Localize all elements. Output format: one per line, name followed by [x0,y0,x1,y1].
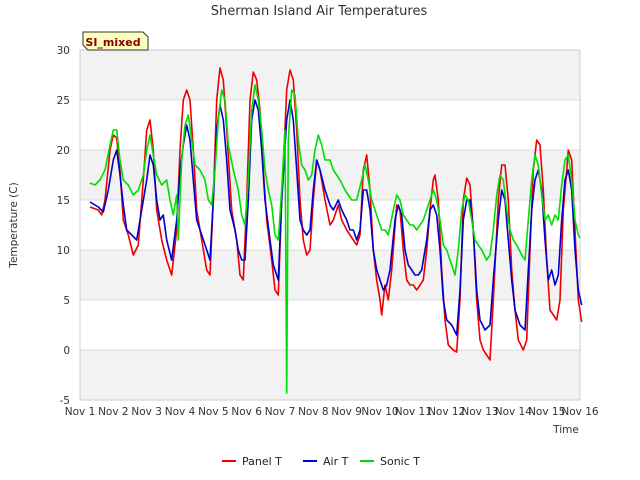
x-tick-label: Nov 12 [428,406,465,418]
y-tick-label: 15 [57,195,70,207]
y-axis-label: Temperature (C) [8,182,20,268]
legend: Panel T Air T Sonic T [222,455,420,468]
x-tick-label: Nov 4 [165,406,196,418]
y-tick-label: -5 [60,395,70,407]
x-tick-label: Nov 7 [265,406,296,418]
y-tick-label: 0 [63,345,70,357]
x-tick-label: Nov 9 [331,406,362,418]
x-tick-label: Nov 15 [528,406,565,418]
x-tick-label: Nov 6 [231,406,262,418]
x-tick-label: Nov 2 [98,406,129,418]
plot-frame [79,49,581,401]
y-tick-label: 25 [57,95,70,107]
x-tick-label: Nov 8 [298,406,329,418]
x-axis-label: Time [552,424,579,436]
x-tick-label: Nov 13 [461,406,498,418]
background-band [80,50,580,100]
legend-label: Sonic T [380,455,420,468]
site-badge: SI_mixed [82,31,149,51]
x-tick-label: Nov 5 [198,406,229,418]
legend-label: Air T [323,455,349,468]
chart-title: Sherman Island Air Temperatures [211,4,428,19]
background-band [80,250,580,300]
site-badge-label: SI_mixed [85,36,140,49]
x-tick-label: Nov 16 [561,406,599,418]
y-tick-label: 10 [57,245,70,257]
y-tick-label: 20 [57,145,70,157]
y-tick-label: 30 [57,45,70,57]
background-band [80,350,580,400]
x-tick-label: Nov 11 [395,406,432,418]
y-tick-label: 5 [63,295,70,307]
x-tick-label: Nov 10 [361,406,398,418]
series-layer [89,67,583,394]
x-tick-label: Nov 14 [495,406,533,418]
x-tick-label: Nov 3 [131,406,162,418]
x-tick-labels: Nov 1 Nov 2 Nov 3 Nov 4 Nov 5 Nov 6 Nov 7 Nov 8… [65,406,599,418]
series-line-panel-t [89,67,583,361]
background-bands [80,50,580,400]
x-tick-label: Nov 1 [65,406,96,418]
legend-label: Panel T [242,455,282,468]
y-tick-labels: -5 0 5 10 15 20 25 30 [57,45,70,407]
series-line-sonic-t [89,84,581,394]
